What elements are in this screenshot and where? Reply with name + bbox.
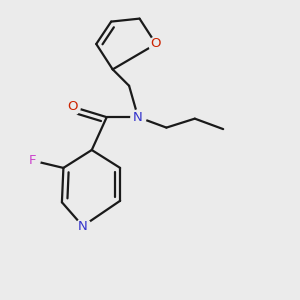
Text: N: N	[78, 220, 88, 232]
Text: O: O	[151, 38, 161, 50]
Text: O: O	[67, 100, 78, 113]
Text: F: F	[28, 154, 36, 167]
Text: N: N	[133, 111, 143, 124]
